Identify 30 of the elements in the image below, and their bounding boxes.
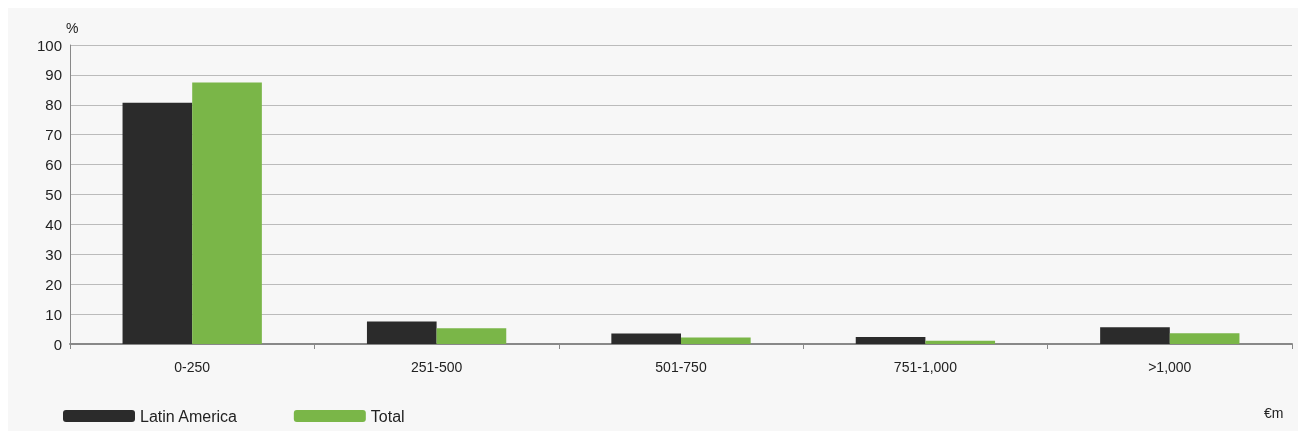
legend-label: Latin America bbox=[140, 407, 238, 425]
y-tick-label: 0 bbox=[53, 335, 62, 353]
y-tick-label: 70 bbox=[45, 126, 62, 144]
bar bbox=[681, 337, 751, 344]
y-tick-label: 50 bbox=[45, 186, 62, 203]
y-tick-label: 80 bbox=[45, 96, 62, 114]
y-tick-label: 30 bbox=[45, 245, 62, 263]
bar bbox=[122, 102, 193, 344]
x-tick-label: 501-750 bbox=[655, 359, 707, 375]
x-tick-label: 251-500 bbox=[410, 359, 463, 375]
y-tick-label: 10 bbox=[45, 305, 62, 323]
x-axis-title: €m bbox=[1264, 405, 1284, 421]
bar bbox=[925, 340, 996, 344]
y-tick-label: 40 bbox=[45, 215, 62, 233]
bar bbox=[1100, 327, 1170, 344]
x-tick-label: >1,000 bbox=[1148, 359, 1192, 375]
y-axis-title: % bbox=[66, 20, 79, 36]
y-tick-label: 60 bbox=[45, 156, 62, 174]
y-tick-label: 90 bbox=[45, 66, 62, 84]
bar bbox=[366, 321, 437, 344]
bar bbox=[1169, 333, 1240, 344]
bar bbox=[611, 333, 681, 344]
bar bbox=[855, 337, 926, 344]
x-tick-label: 751-1,000 bbox=[893, 359, 958, 375]
bar bbox=[436, 328, 507, 344]
y-tick-label: 100 bbox=[36, 36, 62, 54]
legend-label: Total bbox=[370, 407, 405, 425]
bar bbox=[192, 82, 262, 344]
x-tick-label: 0-250 bbox=[174, 359, 211, 375]
y-tick-label: 20 bbox=[45, 275, 62, 293]
